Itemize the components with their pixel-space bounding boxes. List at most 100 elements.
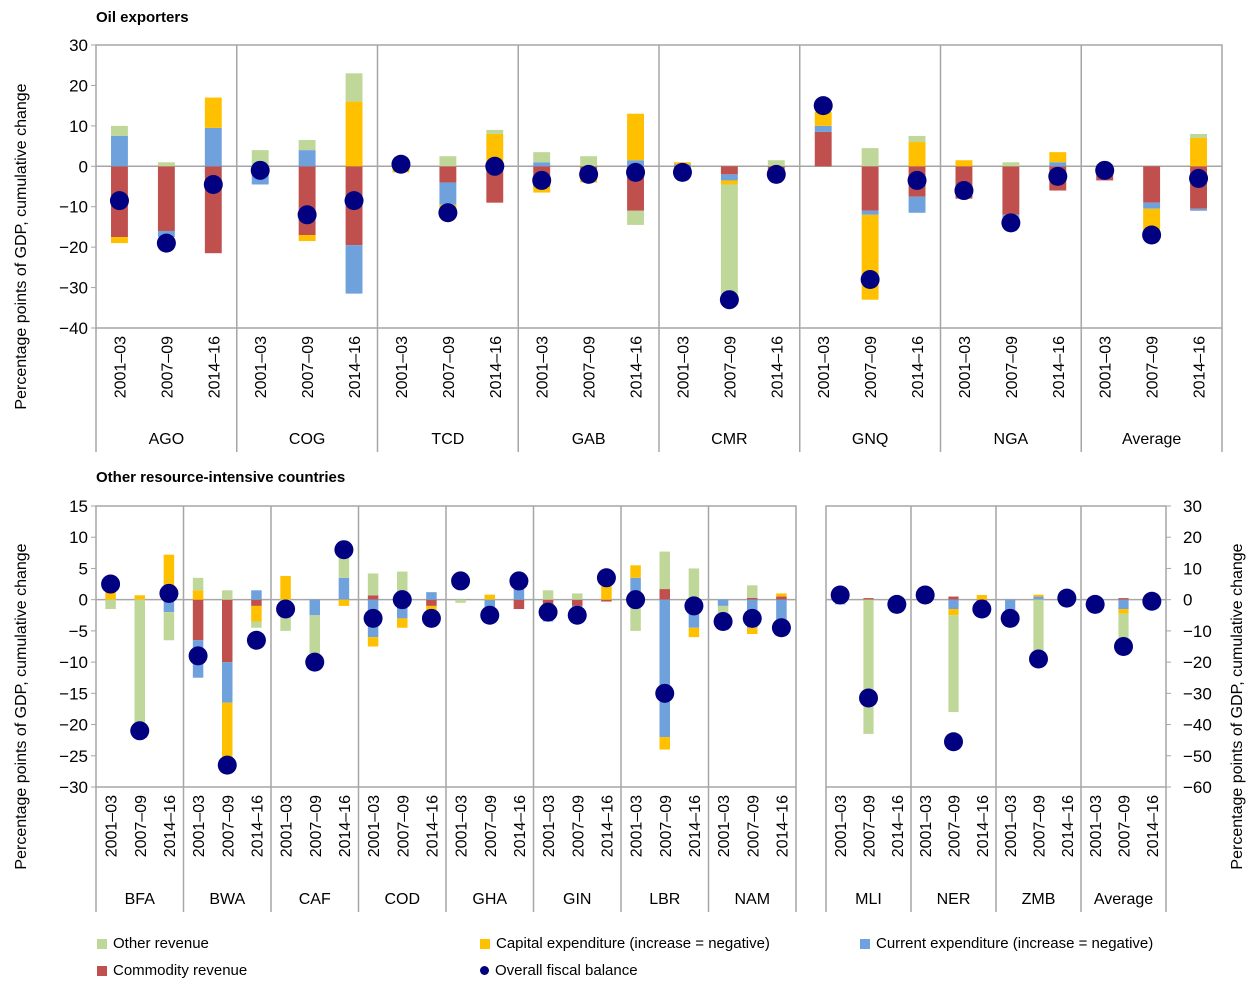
bar-capital-expenditure-bwa-2 (251, 605, 262, 622)
balance-dot-cog-2 (344, 191, 364, 211)
bar-capital-expenditure-gin-2 (601, 584, 612, 600)
period-label-0-2-2: 2014–16 (488, 336, 505, 398)
period-label-2-0-0: 2001–03 (833, 795, 850, 857)
bar-commodity-revenue-gnq-0 (814, 131, 832, 167)
balance-dot-nam-2 (771, 618, 791, 638)
y-axis-label-2: Percentage points of GDP, cumulative cha… (1229, 543, 1246, 869)
bar-current-expenditure-nam-2 (776, 599, 787, 625)
bar-current-expenditure-bwa-2 (251, 590, 262, 600)
bar-capital-expenditure-nam-2 (776, 593, 787, 597)
balance-dot-nga-0 (954, 181, 974, 201)
bar-capital-expenditure-cod-1 (397, 618, 408, 628)
period-label-0-3-2: 2014–16 (629, 336, 646, 398)
bar-other-revenue-cog-1 (298, 140, 316, 151)
bar-capital-expenditure-lbr-2 (688, 627, 700, 638)
bar-current-expenditure-ago-0 (111, 135, 128, 167)
balance-dot-zmb-1 (1029, 649, 1048, 669)
period-label-0-7-1: 2007–09 (1145, 336, 1162, 398)
bar-commodity-revenue-tcd-1 (439, 166, 457, 183)
bar-current-expenditure-cog-1 (298, 150, 316, 167)
bar-other-revenue-gha-0 (455, 599, 466, 603)
bar-current-expenditure-average-1 (1143, 202, 1161, 209)
group-label-0-1: COG (289, 431, 325, 448)
balance-dot-gnq-1 (860, 269, 880, 289)
bar-capital-expenditure-lbr-1 (659, 737, 670, 750)
balance-dot-bwa-2 (246, 630, 266, 650)
balance-dot-gha-1 (480, 605, 500, 625)
balance-dot-gha-0 (451, 571, 471, 591)
period-label-2-2-2: 2014–16 (1060, 795, 1077, 857)
balance-dot-zmb-0 (1000, 608, 1020, 628)
period-label-1-0-2: 2014–16 (162, 795, 179, 857)
bar-capital-expenditure-lbr-0 (630, 565, 641, 578)
panel-title-1: Other resource-intensive countries (96, 469, 345, 486)
balance-dot-bfa-2 (159, 583, 179, 603)
period-label-1-4-0: 2001–03 (454, 795, 471, 857)
period-label-0-4-0: 2001–03 (675, 336, 692, 398)
balance-dot-ner-0 (915, 585, 935, 605)
period-label-1-3-0: 2001–03 (366, 795, 383, 857)
bar-current-expenditure-gnq-2 (908, 196, 926, 213)
group-label-1-7: NAM (734, 891, 770, 908)
balance-dot-gab-0 (532, 170, 552, 190)
bar-other-revenue-caf-1 (309, 615, 320, 656)
period-label-0-2-1: 2007–09 (441, 336, 458, 398)
period-label-0-1-1: 2007–09 (300, 336, 317, 398)
period-label-0-0-2: 2014–16 (206, 336, 223, 398)
balance-dot-gab-1 (579, 164, 599, 184)
bar-other-revenue-caf-2 (338, 549, 350, 578)
bar-current-expenditure-average-2 (1190, 208, 1207, 211)
balance-dot-lbr-1 (655, 683, 675, 703)
bar-other-revenue-bwa-1 (222, 590, 233, 600)
bar-current-expenditure-ner-1 (948, 599, 959, 610)
period-label-0-5-0: 2001–03 (816, 336, 833, 398)
y-tick-label-0-5: −20 (59, 238, 88, 257)
bar-current-expenditure-gnq-0 (814, 125, 832, 132)
period-label-0-3-1: 2007–09 (582, 336, 599, 398)
y-tick-label-0-4: −10 (59, 198, 88, 217)
bar-other-revenue-cog-2 (345, 73, 363, 102)
group-label-2-2: ZMB (1022, 891, 1056, 908)
group-label-0-6: NGA (994, 431, 1029, 448)
balance-dot-mli-2 (887, 594, 907, 614)
balance-dot-cod-0 (363, 608, 383, 628)
bar-commodity-revenue-gnq-1 (861, 166, 879, 211)
balance-dot-gin-1 (567, 605, 587, 625)
bar-capital-expenditure-bfa-2 (163, 554, 175, 600)
bar-other-revenue-gin-0 (542, 590, 554, 600)
bar-capital-expenditure-ago-2 (204, 97, 222, 128)
group-label-0-4: CMR (711, 431, 747, 448)
bar-current-expenditure-cmr-1 (720, 174, 738, 181)
balance-dot-ner-2 (972, 599, 992, 619)
bar-other-revenue-ner-1 (948, 615, 959, 713)
balance-dot-ner-1 (944, 732, 963, 752)
group-label-2-0: MLI (855, 891, 882, 908)
bar-capital-expenditure-gab-2 (627, 113, 644, 161)
balance-dot-lbr-2 (684, 596, 704, 616)
bar-commodity-revenue-bwa-0 (192, 599, 204, 641)
y-tick-label-0-7: −40 (59, 319, 88, 338)
y-tick-label-0-0: 30 (69, 36, 88, 55)
period-label-2-1-1: 2007–09 (947, 795, 964, 857)
bar-other-revenue-ago-1 (157, 162, 175, 167)
balance-dot-average-0 (1085, 594, 1105, 614)
group-label-0-5: GNQ (852, 431, 888, 448)
bar-commodity-revenue-gha-2 (513, 599, 525, 610)
bar-capital-expenditure-bwa-0 (192, 590, 204, 600)
balance-dot-gin-0 (538, 602, 558, 622)
bar-commodity-revenue-average-1 (1118, 598, 1129, 600)
group-label-1-3: COD (384, 891, 420, 908)
balance-dot-average-0 (1095, 160, 1115, 180)
y-tick-label-0-3: 0 (79, 157, 88, 176)
bar-current-expenditure-nam-0 (717, 599, 729, 606)
period-label-1-4-2: 2014–16 (512, 795, 529, 857)
bar-other-revenue-cod-1 (397, 571, 408, 600)
balance-dot-tcd-0 (391, 154, 411, 174)
bar-capital-expenditure-gnq-0 (814, 111, 832, 126)
group-label-0-3: GAB (572, 431, 606, 448)
period-label-1-2-0: 2001–03 (279, 795, 296, 857)
bar-capital-expenditure-cog-1 (298, 235, 316, 242)
period-label-1-3-1: 2007–09 (395, 795, 412, 857)
bar-current-expenditure-caf-2 (338, 577, 350, 600)
